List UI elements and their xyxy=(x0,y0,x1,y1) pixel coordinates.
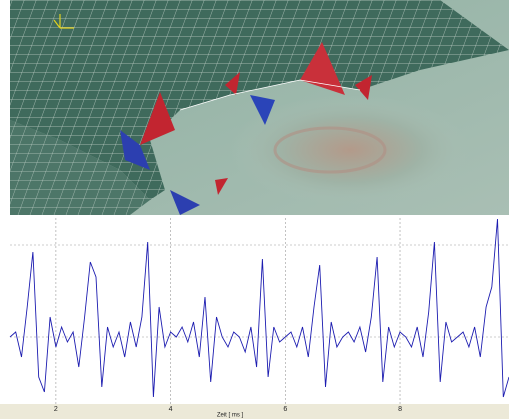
x-tick-label: 8 xyxy=(398,406,402,413)
x-axis-strip xyxy=(0,404,509,419)
x-tick-label: 2 xyxy=(54,406,58,413)
signal-line xyxy=(9,218,509,398)
h-grid xyxy=(10,244,509,338)
x-tick-label: 6 xyxy=(283,406,287,413)
render-view xyxy=(10,0,509,215)
x-tick-label: 4 xyxy=(169,406,173,413)
x-axis-label: Zeit [ ms ] xyxy=(217,413,244,419)
